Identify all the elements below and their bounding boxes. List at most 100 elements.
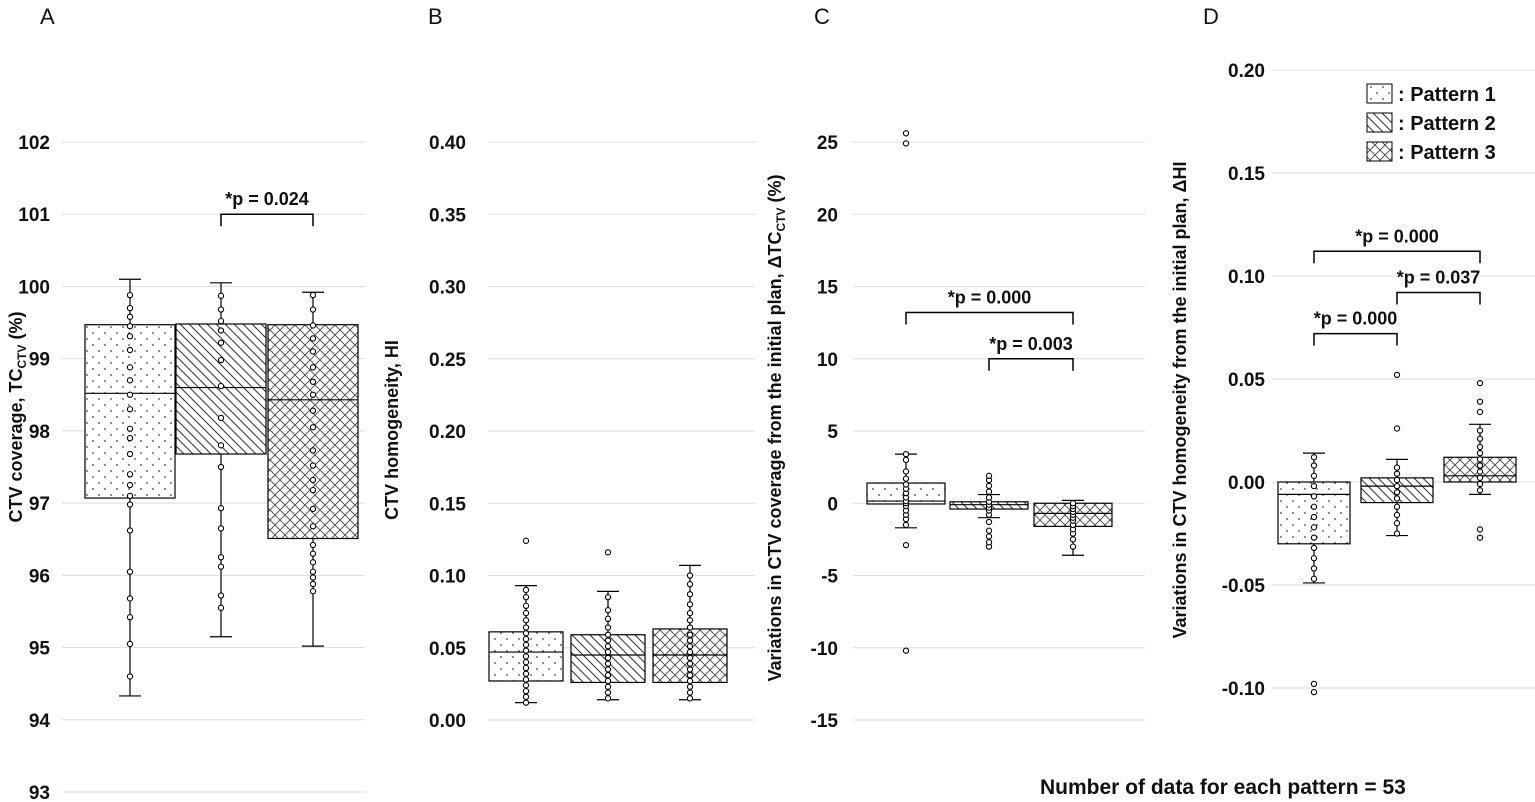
data-point (126, 304, 134, 312)
data-point (604, 683, 612, 690)
y-axis-label: CTV coverage, TCCTV (%) (6, 311, 29, 522)
data-point (522, 602, 530, 609)
y-tick-label: 0.15 (429, 494, 466, 515)
data-point (126, 614, 134, 621)
significance-bracket: *p = 0.000 (1313, 309, 1398, 346)
data-point (686, 637, 694, 644)
data-point (1393, 520, 1401, 527)
data-point (522, 699, 530, 706)
panel-letter-b: B (428, 4, 443, 29)
data-point (686, 654, 694, 662)
data-point (686, 660, 694, 667)
y-tick-label: 94 (29, 711, 51, 732)
box-pattern-1 (866, 130, 946, 654)
data-point (522, 586, 530, 594)
box-pattern-2 (949, 472, 1029, 550)
box-pattern-1 (1277, 452, 1351, 696)
data-point (604, 594, 612, 601)
data-point (686, 666, 694, 673)
data-point (1310, 565, 1318, 572)
data-point (1393, 489, 1401, 496)
data-point (902, 468, 910, 475)
data-point (309, 574, 317, 581)
data-point (126, 501, 134, 508)
data-point (522, 609, 530, 617)
y-tick-label: -10 (811, 639, 838, 660)
y-tick-label: 0.30 (429, 278, 466, 299)
legend-label-pattern-1: : Pattern 1 (1398, 84, 1496, 106)
legend: : Pattern 1 : Pattern 2 : Pattern 3 (1366, 83, 1496, 164)
data-point (1393, 470, 1401, 477)
data-point (309, 378, 317, 385)
legend-swatch-pattern-2 (1366, 112, 1393, 133)
data-point (1476, 450, 1484, 457)
y-tick-label: 100 (18, 277, 50, 298)
data-point (1476, 526, 1484, 533)
data-point (126, 406, 134, 413)
data-point (1310, 680, 1318, 688)
data-point (686, 631, 694, 638)
data-point (686, 617, 694, 624)
data-point (604, 607, 612, 614)
data-point (1393, 503, 1401, 510)
panel-a-chart: 93 94 95 96 97 98 99 100 101 102 CTV coverage, TCC… (6, 133, 365, 802)
data-point (1310, 503, 1318, 510)
data-point (522, 630, 530, 637)
data-point (126, 450, 134, 458)
bracket-line (220, 213, 314, 227)
y-tick-label: 0.10 (429, 567, 466, 588)
data-point (686, 643, 694, 650)
data-point (604, 654, 612, 662)
y-tick-label: -0.10 (1222, 679, 1265, 700)
data-point (217, 292, 225, 299)
data-point (522, 664, 530, 672)
y-tick-label: 0.05 (1228, 370, 1265, 391)
data-point (522, 617, 530, 624)
data-point (309, 541, 317, 549)
data-point (1069, 536, 1077, 543)
panel-b-chart: 0.00 0.05 0.10 0.15 0.20 0.25 0.30 0.35 0.40 CTV … (382, 133, 755, 732)
data-point (522, 653, 530, 660)
data-point (686, 601, 694, 608)
data-point (604, 615, 612, 622)
y-axis-label: Variations in CTV coverage from the init… (765, 174, 788, 681)
bracket-line (988, 358, 1074, 371)
data-point (217, 505, 225, 512)
data-point (309, 462, 317, 469)
y-tick-label: 0.00 (1228, 473, 1265, 494)
data-point (1476, 408, 1484, 416)
data-point (1069, 500, 1077, 507)
data-point (309, 335, 317, 342)
y-tick-label: 101 (18, 205, 50, 226)
y-tick-label: 0.20 (429, 422, 466, 443)
data-point (126, 291, 134, 299)
data-point (1310, 482, 1318, 490)
data-point (1393, 464, 1401, 471)
data-point (604, 648, 612, 656)
p-value-label: *p = 0.003 (989, 334, 1073, 354)
data-point (126, 492, 134, 500)
data-point (1476, 456, 1484, 463)
data-point (604, 689, 612, 696)
significance-bracket: *p = 0.003 (988, 334, 1074, 371)
data-point (522, 693, 530, 701)
data-point (217, 339, 225, 346)
y-axis-label: CTV homogeneity, HI (382, 340, 402, 520)
data-point (1310, 524, 1318, 531)
y-axis-label: Variations in CTV homogeneity from the i… (1170, 162, 1190, 639)
y-tick-label: 102 (18, 133, 50, 154)
y-tick-label: -5 (821, 567, 838, 588)
data-point (1393, 511, 1401, 519)
y-tick-label: 0.05 (429, 639, 466, 660)
data-point (309, 486, 317, 494)
data-point (1476, 468, 1484, 475)
data-point (1310, 472, 1318, 479)
data-point (522, 670, 530, 677)
y-tick-label: 0 (827, 494, 838, 515)
data-point (126, 313, 134, 320)
data-point (985, 518, 993, 526)
data-point (1393, 425, 1401, 432)
data-point (217, 356, 225, 364)
data-point (1069, 543, 1077, 550)
data-point (522, 624, 530, 631)
